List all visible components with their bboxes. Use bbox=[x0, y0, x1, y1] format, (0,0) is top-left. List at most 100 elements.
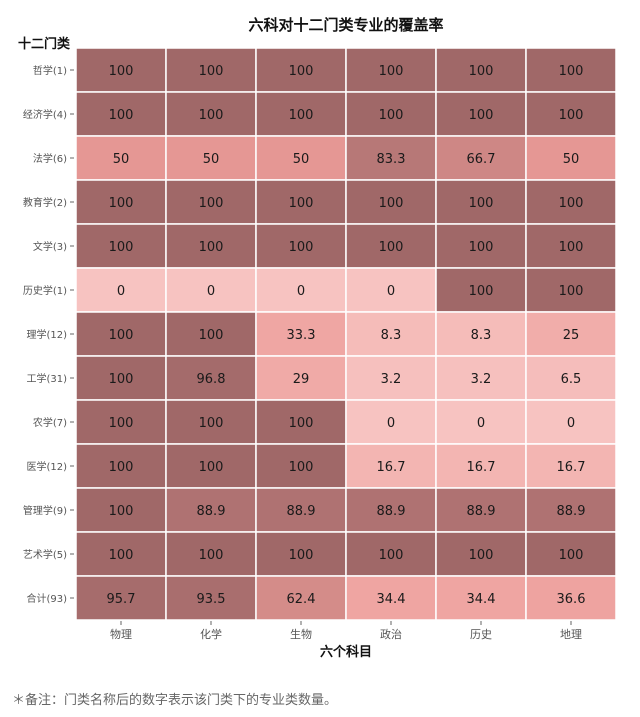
cell-value-label: 16.7 bbox=[467, 460, 496, 475]
heatmap-cells: 100 100 100 100 100 100 100 100 100 100 100 100 50 50… bbox=[75, 47, 617, 621]
cell-value-label: 16.7 bbox=[377, 460, 406, 475]
cell-value-label: 100 bbox=[289, 460, 314, 475]
cell-value-label: 100 bbox=[199, 240, 224, 255]
cell-value-label: 100 bbox=[559, 64, 584, 79]
cell-value-label: 88.9 bbox=[467, 504, 496, 519]
cell-value-label: 100 bbox=[109, 240, 134, 255]
footnote: ＊备注：门类名称后的数字表示该门类下的专业类数量。 bbox=[12, 693, 338, 708]
cell-value-label: 93.5 bbox=[197, 592, 226, 607]
heatmap-cell bbox=[525, 47, 617, 93]
row-label: 文学(3) bbox=[33, 240, 67, 253]
cell-value-label: 100 bbox=[199, 416, 224, 431]
heatmap-cell bbox=[165, 179, 257, 225]
heatmap-cell bbox=[75, 311, 167, 357]
heatmap-cell bbox=[255, 531, 347, 577]
row-label: 工学(31) bbox=[26, 372, 67, 385]
cell-value-label: 6.5 bbox=[561, 372, 582, 387]
cell-value-label: 100 bbox=[559, 284, 584, 299]
heatmap-cell bbox=[345, 531, 437, 577]
row-label: 理学(12) bbox=[26, 328, 67, 341]
cell-value-label: 100 bbox=[109, 196, 134, 211]
cell-value-label: 100 bbox=[559, 108, 584, 123]
cell-value-label: 100 bbox=[469, 284, 494, 299]
cell-value-label: 25 bbox=[563, 328, 580, 343]
heatmap-cell bbox=[525, 355, 617, 401]
cell-value-label: 34.4 bbox=[467, 592, 496, 607]
x-axis-title: 六个科目 bbox=[319, 645, 372, 660]
cell-value-label: 100 bbox=[289, 108, 314, 123]
cell-value-label: 88.9 bbox=[197, 504, 226, 519]
cell-value-label: 50 bbox=[203, 152, 220, 167]
cell-value-label: 100 bbox=[109, 372, 134, 387]
heatmap-cell bbox=[525, 135, 617, 181]
column-label: 地理 bbox=[560, 628, 582, 641]
cell-value-label: 100 bbox=[109, 108, 134, 123]
cell-value-label: 50 bbox=[293, 152, 310, 167]
cell-value-label: 8.3 bbox=[381, 328, 402, 343]
heatmap-cell bbox=[525, 399, 617, 445]
heatmap-cell bbox=[525, 575, 617, 621]
cell-value-label: 100 bbox=[379, 240, 404, 255]
heatmap-cell bbox=[435, 531, 527, 577]
heatmap-cell bbox=[165, 355, 257, 401]
cell-value-label: 100 bbox=[379, 64, 404, 79]
heatmap-cell bbox=[165, 399, 257, 445]
heatmap-cell bbox=[435, 355, 527, 401]
cell-value-label: 100 bbox=[109, 64, 134, 79]
row-label: 历史学(1) bbox=[23, 284, 67, 297]
heatmap-cell bbox=[435, 575, 527, 621]
heatmap-cell bbox=[165, 223, 257, 269]
cell-value-label: 16.7 bbox=[557, 460, 586, 475]
cell-value-label: 96.8 bbox=[197, 372, 226, 387]
cell-value-label: 0 bbox=[477, 416, 485, 431]
heatmap-cell bbox=[345, 179, 437, 225]
cell-value-label: 100 bbox=[199, 548, 224, 563]
cell-value-label: 100 bbox=[109, 328, 134, 343]
heatmap-cell bbox=[255, 47, 347, 93]
chart-title: 六科对十二门类专业的覆盖率 bbox=[248, 16, 444, 34]
cell-value-label: 100 bbox=[289, 416, 314, 431]
cell-value-label: 62.4 bbox=[287, 592, 316, 607]
cell-value-label: 100 bbox=[469, 64, 494, 79]
cell-value-label: 100 bbox=[469, 548, 494, 563]
cell-value-label: 0 bbox=[117, 284, 125, 299]
cell-value-label: 3.2 bbox=[471, 372, 492, 387]
heatmap-cell bbox=[165, 487, 257, 533]
cell-value-label: 0 bbox=[567, 416, 575, 431]
column-label: 物理 bbox=[110, 627, 132, 641]
cell-value-label: 100 bbox=[289, 240, 314, 255]
heatmap-cell bbox=[525, 91, 617, 137]
cell-value-label: 95.7 bbox=[107, 592, 136, 607]
heatmap-cell bbox=[435, 223, 527, 269]
heatmap-cell bbox=[525, 179, 617, 225]
cell-value-label: 100 bbox=[469, 108, 494, 123]
cell-value-label: 50 bbox=[113, 152, 130, 167]
cell-value-label: 36.6 bbox=[557, 592, 586, 607]
cell-value-label: 88.9 bbox=[557, 504, 586, 519]
cell-value-label: 83.3 bbox=[377, 152, 406, 167]
cell-value-label: 100 bbox=[469, 196, 494, 211]
cell-value-label: 8.3 bbox=[471, 328, 492, 343]
heatmap-cell bbox=[345, 267, 437, 313]
heatmap-cell bbox=[525, 311, 617, 357]
heatmap-cell bbox=[345, 223, 437, 269]
heatmap-cell bbox=[75, 179, 167, 225]
heatmap-cell bbox=[255, 443, 347, 489]
cell-value-label: 100 bbox=[109, 548, 134, 563]
row-label: 医学(12) bbox=[26, 460, 67, 473]
cell-value-label: 100 bbox=[109, 460, 134, 475]
cell-value-label: 100 bbox=[559, 196, 584, 211]
cell-value-label: 100 bbox=[109, 504, 134, 519]
y-axis-title: 十二门类 bbox=[18, 37, 71, 52]
heatmap-cell bbox=[255, 311, 347, 357]
cell-value-label: 100 bbox=[289, 196, 314, 211]
heatmap-cell bbox=[75, 47, 167, 93]
cell-value-label: 100 bbox=[559, 240, 584, 255]
cell-value-label: 50 bbox=[563, 152, 580, 167]
cell-value-label: 29 bbox=[293, 372, 310, 387]
cell-value-label: 100 bbox=[199, 108, 224, 123]
cell-value-label: 0 bbox=[387, 416, 395, 431]
cell-value-label: 0 bbox=[207, 284, 215, 299]
heatmap-cell bbox=[75, 487, 167, 533]
